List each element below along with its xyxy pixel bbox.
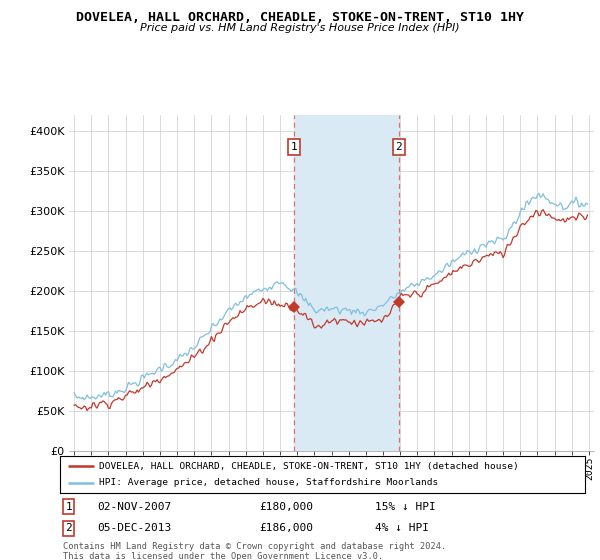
Text: 02-NOV-2007: 02-NOV-2007: [97, 502, 171, 511]
Text: DOVELEA, HALL ORCHARD, CHEADLE, STOKE-ON-TRENT, ST10 1HY (detached house): DOVELEA, HALL ORCHARD, CHEADLE, STOKE-ON…: [100, 462, 519, 471]
Text: 2: 2: [395, 142, 402, 152]
Bar: [295, 115, 399, 451]
Text: 2: 2: [65, 524, 72, 533]
Text: Contains HM Land Registry data © Crown copyright and database right 2024.
This d: Contains HM Land Registry data © Crown c…: [63, 542, 446, 560]
Text: £180,000: £180,000: [260, 502, 314, 511]
Text: 1: 1: [291, 142, 298, 152]
Text: 15% ↓ HPI: 15% ↓ HPI: [375, 502, 436, 511]
Text: HPI: Average price, detached house, Staffordshire Moorlands: HPI: Average price, detached house, Staf…: [100, 478, 439, 487]
Text: 4% ↓ HPI: 4% ↓ HPI: [375, 524, 429, 533]
Text: 1: 1: [65, 502, 72, 511]
Text: Price paid vs. HM Land Registry's House Price Index (HPI): Price paid vs. HM Land Registry's House …: [140, 23, 460, 33]
Text: 05-DEC-2013: 05-DEC-2013: [97, 524, 171, 533]
Text: £186,000: £186,000: [260, 524, 314, 533]
Text: DOVELEA, HALL ORCHARD, CHEADLE, STOKE-ON-TRENT, ST10 1HY: DOVELEA, HALL ORCHARD, CHEADLE, STOKE-ON…: [76, 11, 524, 24]
